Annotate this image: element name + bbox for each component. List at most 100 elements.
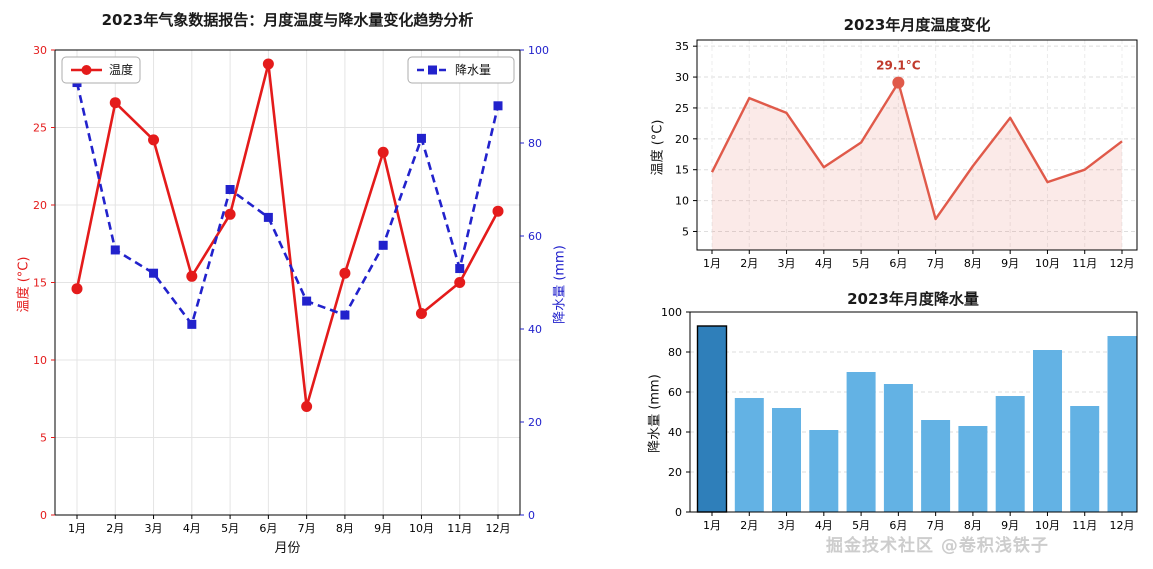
svg-text:80: 80 <box>528 137 542 150</box>
main-right-axis-label: 降水量 (mm) <box>552 245 568 324</box>
svg-text:11月: 11月 <box>1072 519 1097 532</box>
svg-text:4月: 4月 <box>815 257 833 270</box>
y-axis-ticks: 0 20 40 60 80 100 <box>661 306 690 519</box>
bar-month-3 <box>772 408 801 512</box>
svg-text:40: 40 <box>668 426 682 439</box>
svg-text:11月: 11月 <box>1072 257 1097 270</box>
svg-text:20: 20 <box>668 466 682 479</box>
svg-text:29.1°C: 29.1°C <box>876 59 921 73</box>
main-left-axis-label: 温度 (°C) <box>16 256 32 313</box>
svg-text:10月: 10月 <box>1035 519 1060 532</box>
svg-text:8月: 8月 <box>336 522 354 535</box>
precipitation-y-axis-label: 降水量 (mm) <box>647 374 663 453</box>
x-axis-ticks: 1月 2月 3月 4月 5月 6月 7月 8月 9月 10月 11月 12月 <box>703 250 1135 270</box>
svg-text:100: 100 <box>661 306 682 319</box>
svg-text:15: 15 <box>33 277 47 290</box>
x-axis-ticks: 1月 2月 3月 4月 5月 6月 7月 8月 9月 10月 11月 12月 <box>703 512 1135 532</box>
svg-text:80: 80 <box>668 346 682 359</box>
bar-month-5 <box>846 372 876 512</box>
monthly-precipitation-chart: 0 20 40 60 80 100 1月 2月 3月 4月 5月 6月 7月 8月 9月 10月 11月 12月 <box>661 306 1138 532</box>
legend-temperature: 温度 <box>61 56 141 84</box>
svg-text:2月: 2月 <box>740 257 758 270</box>
svg-text:30: 30 <box>33 44 47 57</box>
svg-text:5: 5 <box>40 432 47 445</box>
svg-text:12月: 12月 <box>1110 257 1135 270</box>
svg-text:8月: 8月 <box>964 257 982 270</box>
svg-text:4月: 4月 <box>183 522 201 535</box>
svg-text:0: 0 <box>675 506 682 519</box>
svg-text:12月: 12月 <box>486 522 511 535</box>
svg-text:10月: 10月 <box>1035 257 1060 270</box>
svg-text:5: 5 <box>682 225 689 238</box>
svg-text:10: 10 <box>675 195 689 208</box>
svg-text:12月: 12月 <box>1110 519 1135 532</box>
bar-month-9 <box>995 396 1025 512</box>
legend-precipitation: 降水量 <box>407 56 515 84</box>
svg-text:25: 25 <box>33 122 47 135</box>
main-chart-title: 2023年气象数据报告：月度温度与降水量变化趋势分析 <box>101 11 474 29</box>
temperature-area-fill <box>712 82 1122 250</box>
svg-text:3月: 3月 <box>778 257 796 270</box>
svg-text:3月: 3月 <box>145 522 163 535</box>
combined-temp-precip-chart: 0 5 10 15 20 25 30 0 20 40 60 80 100 1月 2月 3月 4月 5月 6月 7月 8月… <box>33 44 549 535</box>
bar-month-11 <box>1070 406 1100 512</box>
watermark: 掘金技术社区 @卷积浅铁子 <box>826 536 1049 556</box>
svg-text:15: 15 <box>675 164 689 177</box>
bar-month-6 <box>883 384 913 512</box>
svg-text:7月: 7月 <box>298 522 316 535</box>
svg-text:7月: 7月 <box>927 257 945 270</box>
svg-text:11月: 11月 <box>447 522 472 535</box>
bar-month-2 <box>734 398 764 512</box>
temperature-series <box>71 58 504 412</box>
precipitation-chart-title: 2023年月度降水量 <box>847 290 979 308</box>
svg-text:1月: 1月 <box>703 519 721 532</box>
svg-text:9月: 9月 <box>1001 519 1019 532</box>
grid <box>55 49 520 516</box>
bar-month-10 <box>1033 350 1062 512</box>
precipitation-series <box>72 78 503 329</box>
svg-text:6月: 6月 <box>889 257 907 270</box>
monthly-temperature-chart: 5 10 15 20 25 30 35 1月 2月 3月 4月 5月 6月 7月 8月 9月 10月 11月 12月… <box>675 39 1138 270</box>
svg-text:9月: 9月 <box>1001 257 1019 270</box>
svg-text:5月: 5月 <box>221 522 239 535</box>
y-axis-ticks: 5 10 15 20 25 30 35 <box>675 40 697 238</box>
svg-text:5月: 5月 <box>852 519 870 532</box>
svg-text:3月: 3月 <box>778 519 796 532</box>
temperature-chart-title: 2023年月度温度变化 <box>843 16 991 34</box>
svg-text:降水量: 降水量 <box>455 63 491 77</box>
svg-text:1月: 1月 <box>703 257 721 270</box>
svg-text:1月: 1月 <box>68 522 86 535</box>
main-x-axis-label: 月份 <box>274 541 301 556</box>
svg-text:20: 20 <box>33 199 47 212</box>
svg-text:0: 0 <box>40 509 47 522</box>
bar-month-7 <box>921 420 951 512</box>
svg-text:2月: 2月 <box>106 522 124 535</box>
bar-month-4 <box>809 430 839 512</box>
svg-text:6月: 6月 <box>889 519 907 532</box>
svg-text:6月: 6月 <box>259 522 277 535</box>
temperature-line <box>710 81 1123 221</box>
svg-text:2月: 2月 <box>740 519 758 532</box>
svg-text:25: 25 <box>675 102 689 115</box>
svg-text:35: 35 <box>675 40 689 53</box>
svg-text:0: 0 <box>528 509 535 522</box>
svg-text:温度: 温度 <box>109 62 133 77</box>
svg-text:60: 60 <box>528 230 542 243</box>
left-axis-ticks: 0 5 10 15 20 25 30 <box>33 44 55 522</box>
svg-text:30: 30 <box>675 71 689 84</box>
svg-text:9月: 9月 <box>374 522 392 535</box>
bar-month-1 <box>696 325 728 513</box>
svg-text:4月: 4月 <box>815 519 833 532</box>
x-axis-ticks: 1月 2月 3月 4月 5月 6月 7月 8月 9月 10月 11月 12月 <box>68 515 511 535</box>
peak-annotation: 29.1°C <box>876 59 921 89</box>
svg-text:10月: 10月 <box>409 522 434 535</box>
temperature-y-axis-label: 温度 (°C) <box>650 119 666 176</box>
grid <box>697 40 1137 250</box>
svg-text:20: 20 <box>528 416 542 429</box>
svg-text:60: 60 <box>668 386 682 399</box>
svg-text:10: 10 <box>33 354 47 367</box>
bars <box>696 325 1137 513</box>
svg-text:5月: 5月 <box>852 257 870 270</box>
svg-text:8月: 8月 <box>964 519 982 532</box>
